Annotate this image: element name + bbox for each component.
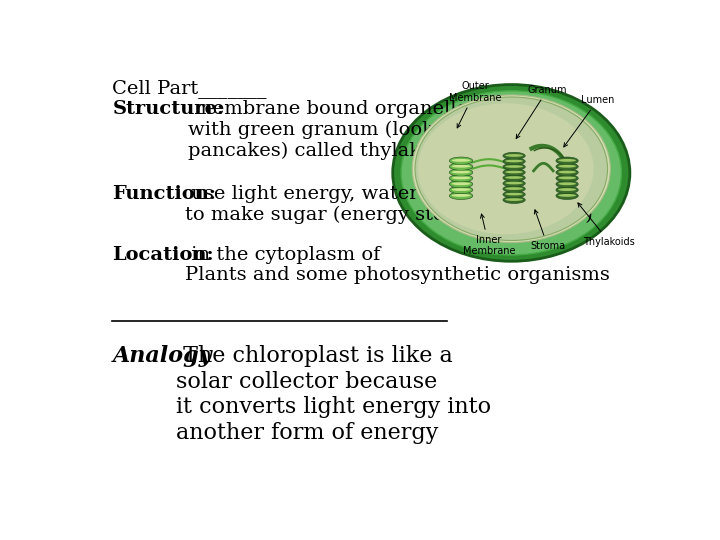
Ellipse shape [503, 185, 525, 192]
Ellipse shape [401, 91, 621, 255]
Ellipse shape [558, 159, 576, 162]
Text: Cell Part_______: Cell Part_______ [112, 79, 267, 98]
Ellipse shape [558, 194, 576, 197]
Ellipse shape [505, 176, 523, 179]
Text: use light energy, water & CO2
to make sugar (energy storage molecule): use light energy, water & CO2 to make su… [185, 185, 593, 225]
Ellipse shape [449, 174, 473, 182]
Ellipse shape [505, 193, 523, 195]
Text: in the cytoplasm of
Plants and some photosynthetic organisms: in the cytoplasm of Plants and some phot… [185, 246, 610, 285]
Ellipse shape [451, 177, 470, 179]
Ellipse shape [449, 186, 473, 194]
Ellipse shape [505, 160, 523, 163]
Ellipse shape [415, 97, 608, 240]
Ellipse shape [556, 180, 578, 188]
Ellipse shape [418, 103, 593, 234]
Ellipse shape [558, 183, 576, 185]
Ellipse shape [449, 192, 473, 199]
Ellipse shape [449, 168, 473, 176]
Text: Lumen: Lumen [564, 95, 614, 147]
Ellipse shape [505, 181, 523, 184]
Text: Granum: Granum [516, 85, 567, 138]
Text: Structure:: Structure: [112, 100, 225, 118]
Ellipse shape [556, 192, 578, 199]
Ellipse shape [503, 163, 525, 171]
Ellipse shape [558, 165, 576, 167]
Ellipse shape [392, 85, 630, 261]
Ellipse shape [503, 174, 525, 181]
Ellipse shape [558, 177, 576, 179]
Text: Function:: Function: [112, 185, 216, 204]
Text: Stroma: Stroma [530, 210, 565, 251]
Ellipse shape [503, 158, 525, 165]
Text: Inner
Membrane: Inner Membrane [463, 214, 516, 256]
Ellipse shape [451, 171, 470, 173]
Ellipse shape [556, 157, 578, 165]
Ellipse shape [503, 152, 525, 159]
Text: membrane bound organelle
with green granum (look like stack of
pancakes) called : membrane bound organelle with green gran… [188, 100, 559, 160]
Ellipse shape [449, 163, 473, 170]
Text: The chloroplast is like a
solar collector because
it converts light energy into
: The chloroplast is like a solar collecto… [176, 346, 492, 444]
Ellipse shape [558, 171, 576, 173]
Ellipse shape [505, 187, 523, 190]
Ellipse shape [503, 169, 525, 176]
Ellipse shape [556, 168, 578, 176]
Ellipse shape [505, 154, 523, 157]
Ellipse shape [451, 188, 470, 191]
Ellipse shape [503, 197, 525, 204]
Ellipse shape [451, 194, 470, 197]
Text: Outer
Membrane: Outer Membrane [449, 81, 501, 128]
Ellipse shape [449, 157, 473, 165]
Ellipse shape [451, 183, 470, 185]
Ellipse shape [556, 186, 578, 194]
Ellipse shape [451, 165, 470, 167]
Ellipse shape [503, 191, 525, 198]
Ellipse shape [503, 180, 525, 187]
Ellipse shape [558, 188, 576, 191]
Text: Analogy: Analogy [112, 346, 212, 367]
Ellipse shape [505, 198, 523, 201]
Ellipse shape [449, 180, 473, 188]
Ellipse shape [413, 95, 611, 242]
Ellipse shape [505, 171, 523, 173]
Ellipse shape [505, 165, 523, 168]
Ellipse shape [556, 174, 578, 182]
Ellipse shape [556, 163, 578, 170]
Text: Location:: Location: [112, 246, 214, 264]
Text: Thylakoids: Thylakoids [578, 203, 635, 247]
Ellipse shape [451, 159, 470, 162]
